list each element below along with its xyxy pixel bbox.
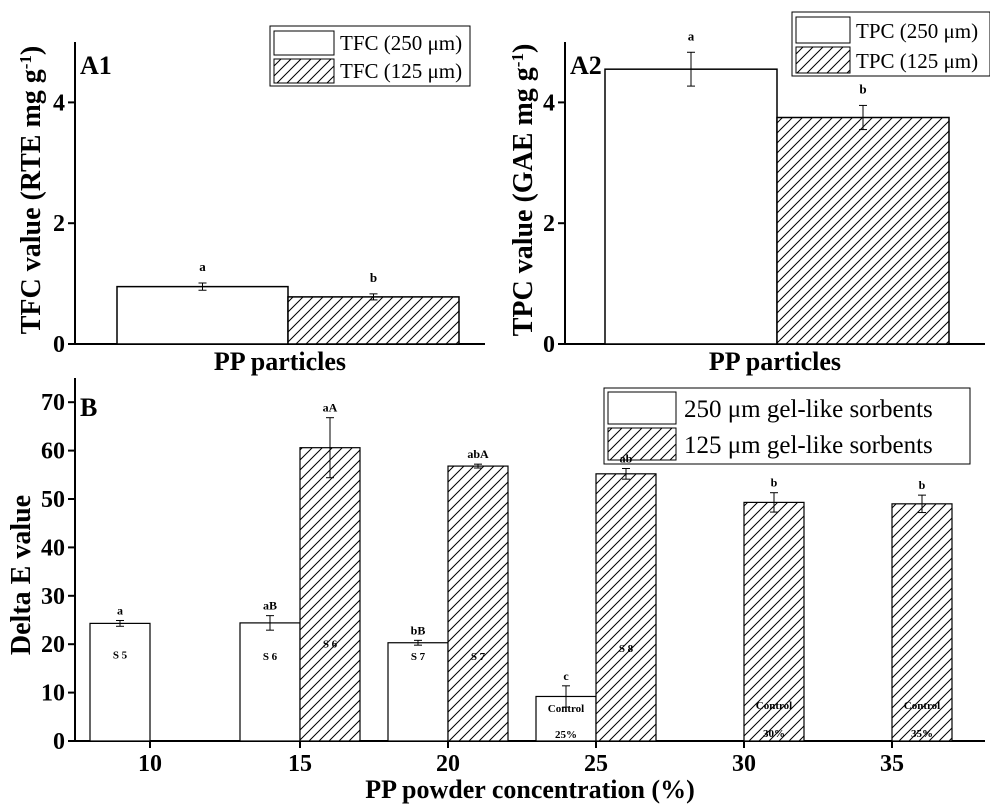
bar <box>776 116 950 345</box>
y-tick-label: 20 <box>41 632 65 658</box>
y-tick-label: 2 <box>543 211 555 237</box>
legend: TFC (250 μm) TFC (125 μm) <box>269 25 471 87</box>
y-axis-label-superscript: -1 <box>16 55 35 69</box>
y-tick-label: 50 <box>41 487 65 513</box>
legend-swatch <box>795 46 851 74</box>
x-tick-label: 25 <box>584 751 608 777</box>
significance-letter: abA <box>467 447 489 461</box>
bar <box>891 503 953 742</box>
bar <box>299 447 361 742</box>
legend-swatch <box>607 391 677 425</box>
panel-label: A1 <box>80 51 112 80</box>
y-tick-label: 4 <box>53 90 65 116</box>
y-axis-label: Delta E value <box>6 495 37 655</box>
x-tick-label: 15 <box>288 751 312 777</box>
y-axis-label-superscript: -1 <box>508 53 527 67</box>
x-axis-label: PP particles <box>214 347 346 376</box>
panel-a2: 0 2 4 A2 TPC value (GAE mg g-1) PP particles T… <box>508 11 990 376</box>
bar-inner-label: S 7 <box>411 651 426 663</box>
y-tick-label: 4 <box>543 90 555 116</box>
bar-inner-label: Control <box>904 700 940 712</box>
legend-label: 125 μm gel-like sorbents <box>684 432 933 459</box>
legend-label: TPC (125 μm) <box>856 49 978 73</box>
legend-swatch <box>795 16 851 44</box>
significance-letter: b <box>919 478 926 492</box>
panel-a1: 0 2 4 A1 TFC value (RTE mg g-1) PP particles T… <box>16 25 485 376</box>
legend-label: TFC (125 μm) <box>340 59 462 83</box>
legend-swatch <box>273 30 335 56</box>
x-tick-label: 10 <box>138 751 162 777</box>
bar-inner-label: Control <box>756 700 792 712</box>
panel-label: A2 <box>570 51 602 80</box>
y-tick-label: 70 <box>41 390 65 416</box>
legend-swatch <box>607 427 677 461</box>
y-tick-label: 2 <box>53 211 65 237</box>
y-axis-label: TFC value (RTE mg g-1) <box>16 46 48 335</box>
y-tick-label: 30 <box>41 584 65 610</box>
significance-letter: b <box>370 270 377 285</box>
y-tick-label: 0 <box>53 729 65 755</box>
bar-inner-label: S 6 <box>323 639 338 651</box>
bar-inner-label: S 8 <box>619 643 634 655</box>
bar <box>387 642 449 742</box>
significance-letter: bB <box>411 623 426 637</box>
panel-label: B <box>80 393 97 422</box>
bar <box>239 622 301 742</box>
bar-inner-label: 30% <box>763 728 785 740</box>
legend-swatch <box>273 58 335 84</box>
legend-label: TPC (250 μm) <box>856 19 978 43</box>
legend-label: 250 μm gel-like sorbents <box>684 396 933 423</box>
y-tick-label: 0 <box>543 332 555 358</box>
x-tick-label: 30 <box>732 751 756 777</box>
y-tick-label: 0 <box>53 332 65 358</box>
significance-letter: aA <box>323 401 338 415</box>
y-tick-label: 10 <box>41 681 65 707</box>
significance-letter: a <box>199 259 206 274</box>
significance-letter: aB <box>263 599 277 613</box>
bar <box>116 285 289 345</box>
significance-letter: a <box>688 28 695 43</box>
significance-letter: c <box>563 669 569 683</box>
legend: 250 μm gel-like sorbents 125 μm gel-like … <box>603 387 971 465</box>
significance-letter: ab <box>620 452 633 466</box>
significance-letter: b <box>771 476 778 490</box>
significance-letter: b <box>859 81 866 96</box>
y-tick-label: 40 <box>41 535 65 561</box>
bar <box>595 473 657 742</box>
bar-inner-label: S 6 <box>263 651 278 663</box>
bar <box>743 501 805 742</box>
significance-letter: a <box>117 603 123 617</box>
legend-label: TFC (250 μm) <box>340 31 462 55</box>
x-axis-label: PP particles <box>709 347 841 376</box>
bar-inner-label: S 5 <box>113 650 128 662</box>
y-tick-label: 60 <box>41 439 65 465</box>
x-tick-label: 20 <box>436 751 460 777</box>
panel-b: 0 10 20 30 40 50 60 70 B Delta E value PP powder c… <box>6 378 985 804</box>
x-axis-label: PP powder concentration (%) <box>365 775 695 804</box>
bar <box>604 68 778 345</box>
chart-layer: 0 2 4 A1 TFC value (RTE mg g-1) PP particles T… <box>6 11 990 804</box>
bar-inner-label: Control <box>548 703 584 715</box>
bar-inner-label: 35% <box>911 728 933 740</box>
legend: TPC (250 μm) TPC (125 μm) <box>791 11 990 77</box>
bar <box>89 622 151 742</box>
bar-inner-label: 25% <box>555 729 577 741</box>
x-tick-label: 35 <box>880 751 904 777</box>
y-axis-label: TPC value (GAE mg g-1) <box>508 44 540 337</box>
bar <box>447 465 509 742</box>
bar-inner-label: S 7 <box>471 651 486 663</box>
bar <box>287 296 460 345</box>
